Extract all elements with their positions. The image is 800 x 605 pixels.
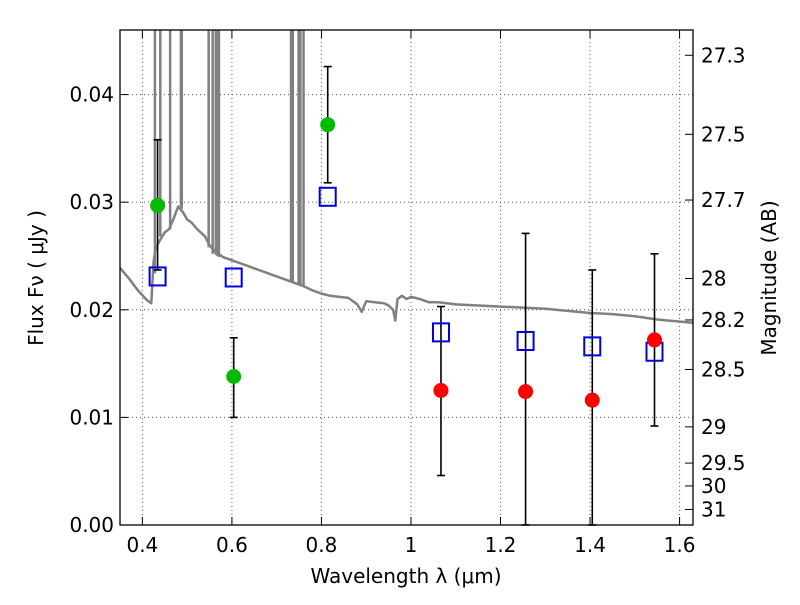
x-tick-label: 0.8 — [306, 533, 338, 557]
y-tick-label: 0.04 — [69, 83, 114, 107]
model-flux-square — [318, 186, 337, 207]
y2-tick-label: 27.5 — [701, 122, 746, 146]
x-tick-label: 1.2 — [485, 533, 517, 557]
optical-flux-point — [226, 369, 242, 384]
model-flux-square — [431, 322, 450, 343]
y-tick-label: 0.03 — [69, 190, 114, 214]
y-axis-label: Flux Fν ( μJy ) — [24, 210, 48, 346]
y-tick-label: 0.01 — [69, 405, 114, 429]
model-flux-square — [583, 336, 602, 357]
template-spectrum-line — [120, 205, 693, 324]
nir-flux-point — [518, 384, 534, 400]
optical-flux-point — [150, 197, 166, 213]
y2-axis-label: Magnitude (AB) — [757, 200, 781, 355]
plot-frame — [119, 29, 694, 526]
y2-tick-label: 28 — [701, 266, 726, 290]
data-points — [148, 117, 664, 408]
nir-flux-point — [433, 382, 449, 398]
y-tick-labels: 0.00 0.01 0.02 0.03 0.04 — [69, 83, 114, 537]
y2-tick-label: 31 — [701, 497, 726, 521]
x-tick-label: 1.6 — [664, 533, 696, 557]
x-axis-label: Wavelength λ (μm) — [310, 564, 501, 588]
template-spectrum — [120, 30, 693, 324]
model-flux-square — [224, 267, 243, 288]
x-tick-labels: 0.4 0.6 0.8 1 1.2 1.4 1.6 — [126, 533, 695, 557]
grid — [120, 30, 693, 525]
y2-tick-label: 27.7 — [701, 188, 746, 212]
nir-flux-point — [584, 392, 600, 408]
y2-tick-label: 30 — [701, 474, 726, 498]
y-tick-label: 0.00 — [69, 513, 114, 537]
x-tick-label: 1 — [405, 533, 418, 557]
y2-tick-label: 27.3 — [701, 43, 746, 67]
y-tick-label: 0.02 — [69, 298, 114, 322]
optical-flux-point — [320, 117, 336, 133]
y2-tick-label: 28.2 — [701, 308, 746, 332]
x-tick-label: 0.6 — [216, 533, 248, 557]
x-tick-label: 1.4 — [574, 533, 606, 557]
model-flux-square — [516, 330, 535, 351]
nir-flux-point — [647, 332, 663, 348]
ticks — [120, 30, 693, 526]
y2-tick-label: 29 — [701, 415, 726, 439]
y2-tick-label: 28.5 — [701, 357, 746, 381]
x-tick-label: 0.4 — [126, 533, 158, 557]
y2-tick-label: 29.5 — [701, 451, 746, 475]
model-flux-square — [148, 266, 167, 287]
